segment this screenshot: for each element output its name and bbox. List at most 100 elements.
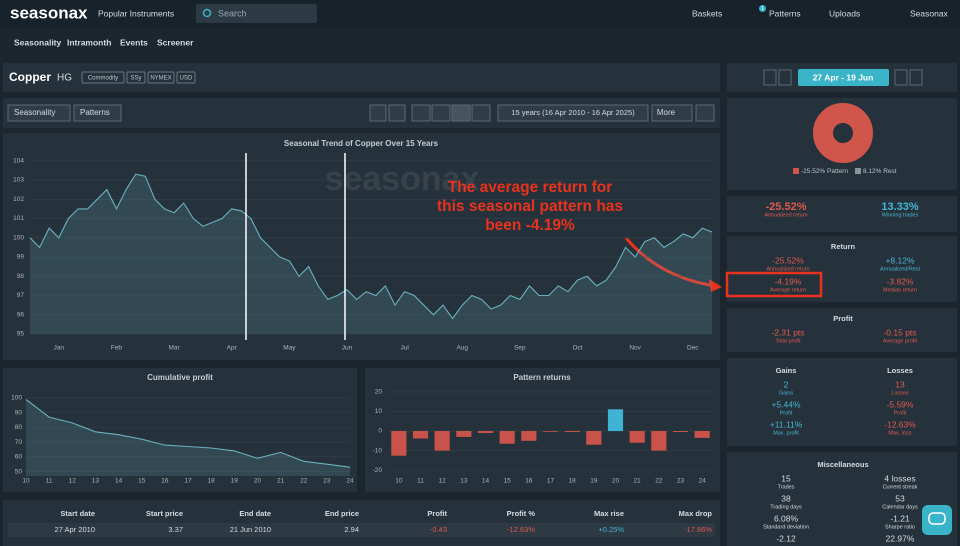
bar — [607, 409, 624, 432]
nav-item[interactable]: Popular Instruments — [98, 8, 174, 18]
arrow — [624, 237, 717, 288]
y-tick-label: 70 — [15, 439, 23, 446]
next-button[interactable] — [909, 69, 923, 86]
returns-panel — [365, 368, 720, 492]
date-range[interactable]: 27 Apr - 19 Jun — [813, 72, 874, 82]
subnav-item[interactable]: Intramonth — [67, 37, 111, 47]
x-tick-label: Nov — [629, 345, 641, 352]
table-header: Max rise — [594, 509, 624, 518]
x-tick-label: Mar — [168, 345, 180, 352]
nav-item[interactable]: Baskets — [692, 8, 722, 18]
y-tick-label: 101 — [13, 215, 24, 222]
stat-label: Trades — [778, 484, 795, 490]
next-button[interactable] — [778, 69, 792, 86]
x-tick-label: Jul — [400, 345, 409, 352]
y-tick-label: 104 — [13, 157, 24, 164]
x-tick-label: Jan — [54, 345, 65, 352]
line — [29, 173, 713, 320]
x-tick-label: Feb — [111, 345, 123, 352]
bar — [521, 431, 537, 441]
x-tick-label: Apr — [227, 345, 238, 352]
tag: USD — [180, 76, 193, 82]
legend-swatch — [793, 168, 799, 174]
x-tick-label: 20 — [254, 478, 262, 485]
stat-value: 22.97% — [886, 533, 915, 543]
table-cell: +0.25% — [598, 525, 624, 534]
dropdown[interactable] — [497, 104, 649, 122]
stat-label: Sharpe ratio — [885, 524, 915, 530]
search-placeholder: Search — [218, 8, 247, 18]
x-tick-label: Sep — [514, 345, 526, 352]
bar — [412, 431, 429, 439]
icon-button[interactable] — [451, 104, 471, 122]
y-tick-label: 98 — [17, 273, 25, 280]
x-tick-label: 18 — [208, 478, 216, 485]
table-header: Profit — [427, 509, 447, 518]
dropdown[interactable] — [651, 104, 693, 122]
icon-button[interactable] — [388, 104, 406, 122]
table-header: End price — [325, 509, 359, 518]
main-chart-panel — [3, 133, 720, 360]
y-tick-label: 90 — [15, 409, 23, 416]
nav-item[interactable]: Uploads — [829, 8, 860, 18]
y-tick-label: 10 — [375, 408, 383, 415]
nav-item[interactable]: Seasonax — [910, 8, 949, 18]
table-header: End date — [239, 509, 271, 518]
prev-button[interactable] — [894, 69, 908, 86]
stat-label: Standard deviation — [763, 524, 809, 530]
prev-button[interactable] — [763, 69, 777, 86]
x-tick-label: 13 — [460, 478, 468, 485]
y-tick-label: 0 — [378, 428, 382, 435]
table-header: Start date — [60, 509, 95, 518]
dropdown[interactable] — [73, 104, 122, 122]
search-box[interactable] — [196, 4, 317, 23]
x-tick-label: 10 — [22, 478, 30, 485]
nav-item[interactable]: Patterns — [769, 8, 801, 18]
search-icon — [202, 8, 212, 18]
y-tick-label: 50 — [15, 468, 23, 475]
icon-button[interactable] — [431, 104, 451, 122]
bar — [672, 431, 689, 432]
section-title: Losses — [887, 366, 913, 375]
chat-button[interactable] — [922, 505, 952, 535]
x-tick-label: 20 — [612, 478, 620, 485]
dropdown-label: Patterns — [80, 108, 110, 117]
stat-label: Losses — [891, 390, 909, 396]
x-tick-label: 17 — [184, 478, 192, 485]
stat-value: -1.21 — [890, 513, 910, 523]
annotation: this seasonal pattern has — [437, 198, 623, 215]
reset-button[interactable] — [695, 104, 715, 122]
x-tick-label: 23 — [323, 478, 331, 485]
date-range-button[interactable] — [798, 69, 889, 86]
icon-button[interactable] — [471, 104, 491, 122]
dropdown-label: Seasonality — [14, 108, 55, 117]
bar — [586, 431, 602, 445]
section-title: Miscellaneous — [817, 460, 868, 469]
stat-value: -2.12 — [776, 533, 796, 543]
top-nav — [0, 0, 960, 28]
table-header: Max drop — [679, 509, 713, 518]
stat-value: 13 — [895, 379, 905, 389]
stat-value: 38 — [781, 493, 791, 503]
y-tick-label: -20 — [373, 467, 383, 474]
x-tick-label: 17 — [547, 478, 555, 485]
table-cell: 21 Jun 2010 — [230, 525, 271, 534]
subnav-item[interactable]: Events — [120, 37, 148, 47]
x-tick-label: 15 — [504, 478, 512, 485]
y-tick-label: 96 — [17, 311, 25, 318]
arrow-head — [709, 279, 722, 292]
icon-button[interactable] — [411, 104, 431, 122]
stat-label: Calendar days — [882, 504, 918, 510]
subnav-item[interactable]: Seasonality — [14, 37, 62, 47]
annotation: been -4.19% — [485, 217, 575, 234]
table-cell: 3.37 — [168, 525, 183, 534]
icon-button[interactable] — [369, 104, 387, 122]
dropdown[interactable] — [7, 104, 71, 122]
stat-value: -3.82% — [887, 276, 914, 286]
x-tick-label: Jun — [342, 345, 353, 352]
subnav-item[interactable]: Screener — [157, 37, 194, 47]
x-tick-label: 21 — [634, 478, 642, 485]
watermark: seasonax — [325, 160, 480, 198]
summary-panel — [727, 196, 957, 232]
